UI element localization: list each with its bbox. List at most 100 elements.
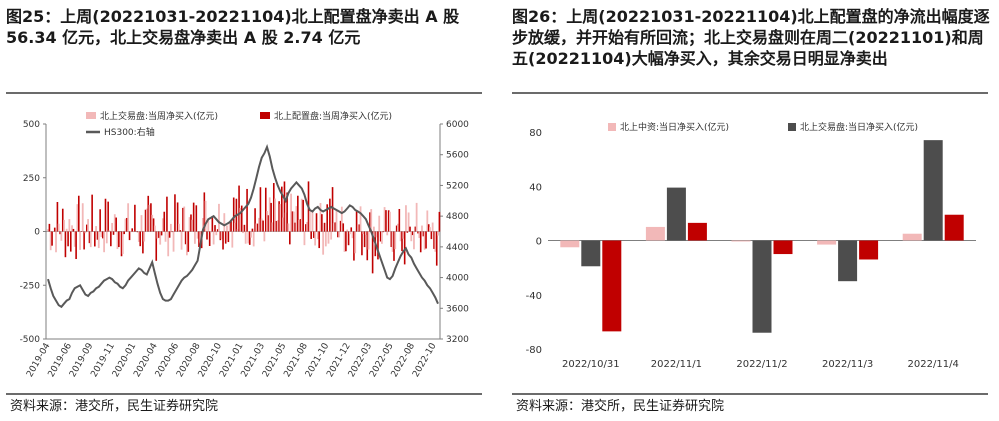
bar-trading — [282, 217, 284, 232]
bar-trading — [68, 219, 71, 232]
bar-trading — [383, 207, 386, 232]
bar-allocation — [315, 213, 318, 232]
bar-trading — [429, 227, 431, 232]
bar-allocation — [387, 210, 390, 232]
bar-trading — [57, 223, 60, 232]
bar-allocation — [267, 215, 270, 232]
bar-allocation — [94, 231, 96, 247]
bar-trading — [279, 204, 282, 232]
bar-trading — [338, 231, 341, 238]
right-chart: 北上中资:当日净买入(亿元) 北上交易盘:当日净买入(亿元) 80 40 0 -40 -80… — [526, 121, 976, 370]
bar-trading — [231, 231, 234, 248]
bar-allocation — [278, 201, 280, 232]
bar-trading — [923, 140, 943, 241]
bar-allocation — [91, 194, 93, 232]
bar-trading — [271, 222, 274, 232]
bar-allocation — [171, 231, 174, 233]
bar-allocation — [427, 224, 430, 232]
bar-trading — [132, 231, 135, 233]
bar-allocation — [262, 220, 264, 232]
bar-trading — [47, 229, 49, 232]
bar-trading — [399, 231, 402, 242]
bar-allocation — [203, 192, 206, 232]
bar-allocation — [291, 211, 294, 232]
bar-allocation — [254, 208, 256, 232]
bar-allocation — [96, 231, 99, 240]
bar-allocation — [136, 231, 139, 233]
bar-trading — [418, 231, 421, 239]
bar-trading — [49, 231, 52, 251]
bar-trading — [421, 225, 423, 232]
bar-allocation — [206, 231, 208, 240]
bar-trading — [60, 231, 63, 241]
bar-allocation — [214, 225, 216, 232]
bar-allocation — [211, 215, 214, 232]
bar-allocation — [115, 217, 117, 232]
bar-trading — [180, 231, 183, 250]
bar-trading — [212, 231, 215, 245]
bar-northbound-china — [731, 240, 751, 242]
bar-trading — [303, 231, 306, 246]
bar-trading — [268, 197, 271, 232]
bar-trading — [161, 218, 164, 232]
bar-allocation — [88, 231, 91, 244]
bar-allocation — [128, 231, 131, 241]
bar-allocation — [326, 204, 329, 232]
bar-northbound-china — [645, 226, 665, 241]
bar-allocation — [56, 201, 59, 232]
bar-allocation — [227, 231, 230, 243]
left-title-rule — [6, 92, 482, 94]
bar-trading — [405, 205, 407, 232]
bar-allocation — [430, 231, 433, 240]
bar-allocation — [366, 231, 369, 261]
y-tick-label-left: -500 — [20, 335, 41, 345]
bar-allocation — [166, 196, 168, 232]
bar-allocation — [270, 202, 272, 232]
y-tick-label: 40 — [529, 182, 542, 193]
bar-allocation — [382, 231, 385, 233]
left-figure: 图25：上周(20221031-20221104)北上配置盘净卖出 A 股 56… — [0, 0, 486, 421]
bar-trading — [148, 204, 151, 232]
bar-trading — [276, 220, 279, 232]
bar-trading — [666, 187, 686, 241]
bar-allocation — [944, 214, 964, 241]
bar-allocation — [411, 231, 414, 236]
bar-trading — [143, 231, 146, 242]
bar-trading — [372, 226, 375, 232]
bar-allocation — [289, 231, 291, 245]
bar-allocation — [773, 240, 793, 255]
bar-trading — [752, 240, 772, 333]
y-tick-label-left: 500 — [23, 120, 40, 130]
bar-trading — [236, 229, 239, 232]
y-tick-label-left: 250 — [23, 174, 40, 184]
bar-allocation — [222, 231, 224, 250]
bar-allocation — [401, 231, 403, 252]
bar-allocation — [184, 231, 187, 245]
bar-trading — [121, 231, 124, 254]
bar-allocation — [69, 231, 72, 252]
bar-trading — [308, 211, 311, 232]
bar-allocation — [435, 231, 438, 266]
bar-allocation — [64, 231, 67, 258]
left-source-note: 资料来源：港交所，民生证券研究院 — [10, 399, 219, 414]
bar-allocation — [174, 194, 176, 232]
bar-allocation — [176, 202, 179, 232]
bar-allocation — [318, 231, 320, 249]
y-tick-label: 80 — [529, 128, 542, 139]
bar-trading — [300, 198, 303, 232]
bar-trading — [394, 231, 397, 250]
bar-allocation — [110, 231, 112, 247]
bar-trading — [124, 218, 127, 232]
bar-allocation — [393, 231, 395, 261]
bar-trading — [244, 231, 247, 244]
bar-allocation — [190, 214, 192, 232]
bar-trading — [113, 214, 116, 232]
bar-allocation — [99, 209, 101, 232]
bar-allocation — [283, 181, 286, 232]
bar-trading — [413, 231, 415, 250]
bar-trading — [402, 231, 405, 239]
bar-trading — [370, 209, 373, 232]
bar-trading — [105, 231, 108, 244]
bar-trading — [71, 225, 73, 232]
bar-allocation — [179, 230, 182, 232]
